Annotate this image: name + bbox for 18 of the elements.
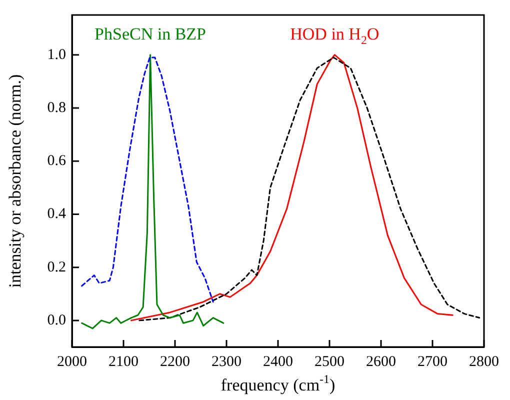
x-tick-label: 2100 <box>108 354 138 370</box>
x-tick-label: 2000 <box>57 354 87 370</box>
x-tick-label: 2600 <box>366 354 396 370</box>
x-tick-label: 2300 <box>212 354 242 370</box>
y-tick-label: 1.0 <box>47 46 66 63</box>
series-label: PhSeCN in BZP <box>94 24 206 44</box>
y-tick-label: 0.8 <box>47 100 66 116</box>
x-tick-label: 2500 <box>314 354 344 370</box>
y-tick-label: 0.2 <box>47 259 66 276</box>
x-tick-label: 2700 <box>418 354 448 370</box>
x-tick-label: 2200 <box>160 354 190 370</box>
y-tick-label: 0.0 <box>47 312 66 328</box>
x-tick-label: 2800 <box>469 354 499 370</box>
y-axis-title: intensity or absorbance (norm.) <box>5 74 24 288</box>
y-tick-label: 0.6 <box>47 153 66 170</box>
line-series <box>81 56 214 303</box>
y-tick-label: 0.4 <box>47 206 66 222</box>
x-tick-label: 2400 <box>263 354 293 370</box>
